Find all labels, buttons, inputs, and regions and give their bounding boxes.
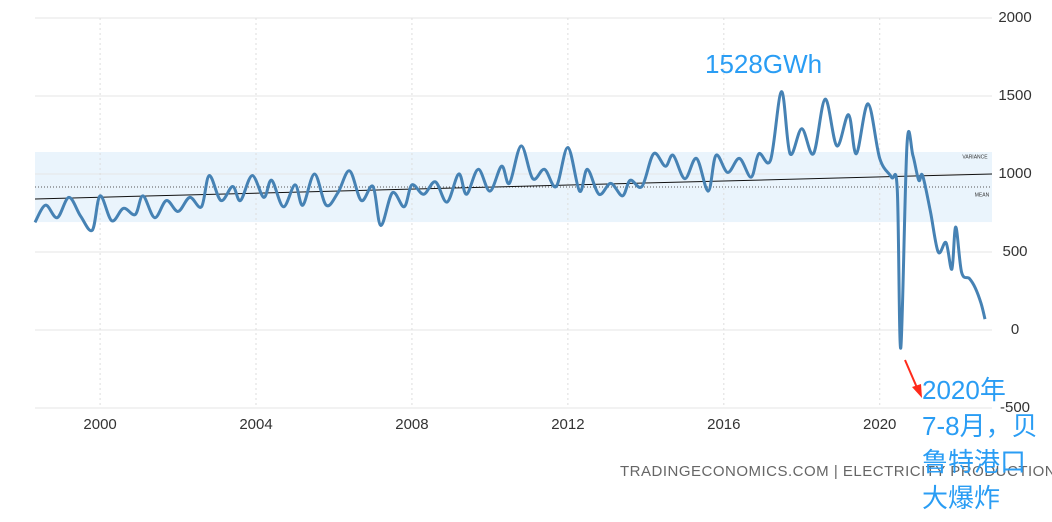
x-tick-label: 2012 <box>551 416 584 433</box>
x-tick-label: 2016 <box>707 416 740 433</box>
plot: -500 0 500 1000 1500 2000 2000 2004 2008 2012 2016… <box>33 9 1032 433</box>
arrow-line <box>904 359 919 391</box>
y-tick-label: 2000 <box>998 9 1031 26</box>
trend-line <box>34 173 993 200</box>
mean-label: MEAN <box>975 192 990 198</box>
arrow-head <box>912 384 922 398</box>
event-annotation-line: 2020年 <box>922 375 1006 405</box>
x-tick-label: 2020 <box>863 416 896 433</box>
peak-annotation: 1528GWh <box>705 49 822 79</box>
data-line <box>33 90 987 350</box>
y-tick-label: 0 <box>1011 321 1019 338</box>
x-tick-label: 2000 <box>83 416 116 433</box>
y-tick-label: 500 <box>1002 243 1027 260</box>
x-tick-label: 2008 <box>395 416 428 433</box>
event-annotation-line: 鲁特港口 <box>922 447 1026 477</box>
event-annotation-line: 大爆炸 <box>922 483 1000 513</box>
x-tick-label: 2004 <box>239 416 272 433</box>
y-tick-label: 1500 <box>998 87 1031 104</box>
event-annotation-line: 7-8月，贝 <box>922 411 1038 441</box>
y-tick-label: 1000 <box>998 165 1031 182</box>
watermark: TRADINGECONOMICS.COM | ELECTRICITY PRODU… <box>620 463 1052 480</box>
y-tick-label: -500 <box>1000 399 1030 416</box>
variance-label: VARIANCE <box>962 154 988 160</box>
